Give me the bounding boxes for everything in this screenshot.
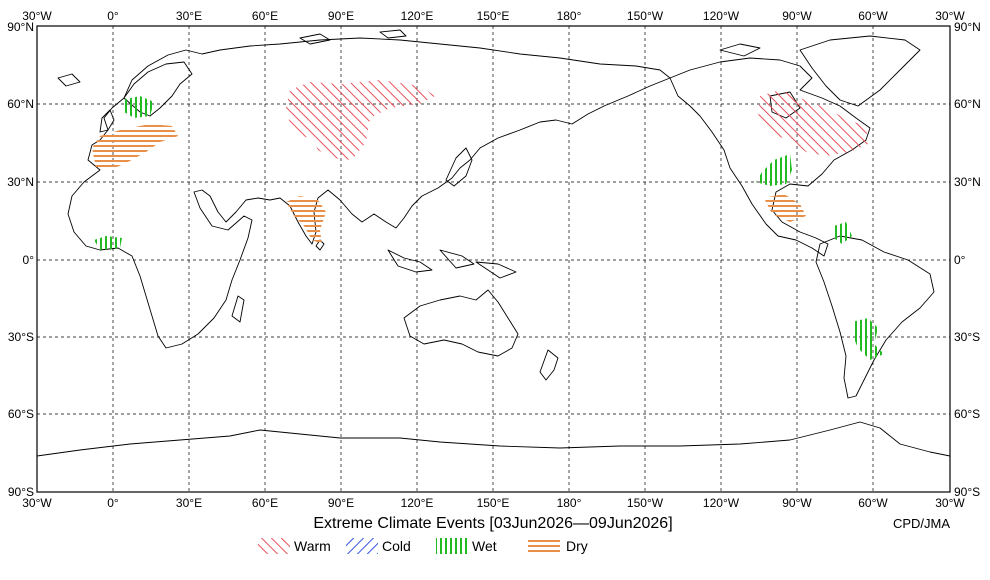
lon-label: 30°W [935, 9, 965, 23]
lon-label: 30°W [22, 9, 52, 23]
land-australia [403, 289, 519, 357]
lon-label: 150°E [477, 9, 510, 23]
lon-label: 120°W [703, 496, 740, 510]
lat-label: 30°N [7, 175, 34, 189]
lon-label: 0° [107, 496, 119, 510]
dry-region-mexico [764, 194, 806, 222]
lon-label: 120°W [703, 9, 740, 23]
wet-region-west-africa [94, 236, 122, 250]
land-japan [445, 147, 473, 187]
legend-cold: Cold [346, 538, 411, 554]
warm-region-siberia [286, 80, 435, 160]
lon-label: 60°W [858, 9, 888, 23]
lon-label: 120°E [401, 496, 434, 510]
legend-label-dry: Dry [566, 538, 588, 554]
event-regions [92, 80, 884, 360]
lon-label: 60°W [858, 496, 888, 510]
lon-label: 180° [557, 9, 582, 23]
lat-label: 30°S [954, 330, 980, 344]
legend-wet: Wet [436, 538, 497, 554]
lon-label: 60°E [252, 496, 278, 510]
land-sri-lanka [315, 239, 325, 251]
dry-region-europe [92, 124, 178, 170]
wet-region-south-america [852, 318, 884, 360]
map-credit: CPD/JMA [893, 516, 950, 531]
lat-label: 0° [954, 253, 966, 267]
lon-label: 150°W [627, 9, 664, 23]
lon-label: 30°W [935, 496, 965, 510]
wet-region-central-europe [122, 96, 154, 118]
lon-label: 90°E [328, 9, 354, 23]
lat-label: 60°S [954, 407, 980, 421]
land-iceland [57, 73, 81, 87]
latitude-labels-left: 90°N 60°N 30°N 0° 30°S 60°S 90°S [7, 20, 34, 499]
lat-label: 90°N [7, 20, 34, 34]
latitude-labels-right: 90°N 60°N 30°N 0° 30°S 60°S 90°S [954, 20, 981, 499]
land-south-america [815, 235, 935, 399]
lon-label: 0° [107, 9, 119, 23]
legend-label-cold: Cold [382, 538, 411, 554]
wet-region-colombia [834, 222, 852, 244]
legend-warm: Warm [258, 538, 331, 554]
lon-label: 30°E [176, 9, 202, 23]
lat-label: 30°N [954, 175, 981, 189]
longitude-labels-top: 30°W 0° 30°E 60°E 90°E 120°E 150°E 180° … [22, 9, 965, 23]
land-arctic-islands [299, 29, 761, 57]
wet-region-central-us [756, 154, 792, 186]
lon-label: 120°E [401, 9, 434, 23]
lat-label: 30°S [8, 330, 34, 344]
lat-label: 90°N [954, 20, 981, 34]
lat-label: 60°S [8, 407, 34, 421]
graticule [37, 26, 950, 492]
dry-region-india [286, 196, 326, 244]
legend: Warm Cold Wet Dry [258, 538, 588, 554]
legend-label-warm: Warm [294, 538, 331, 554]
legend-swatch-dry [528, 538, 560, 554]
lon-label: 90°W [782, 9, 812, 23]
lat-label: 90°S [8, 485, 34, 499]
legend-swatch-warm [258, 538, 290, 554]
map-title: Extreme Climate Events [03Jun2026—09Jun2… [313, 515, 672, 532]
lat-label: 60°N [954, 97, 981, 111]
legend-label-wet: Wet [472, 538, 497, 554]
lat-label: 90°S [954, 485, 980, 499]
lat-label: 60°N [7, 97, 34, 111]
land-indonesia [387, 249, 517, 279]
land-antarctica [36, 421, 951, 457]
legend-swatch-wet [436, 538, 468, 554]
lon-label: 180° [557, 496, 582, 510]
lon-label: 30°W [22, 496, 52, 510]
legend-dry: Dry [528, 538, 588, 554]
longitude-labels-bottom: 30°W 0° 30°E 60°E 90°E 120°E 150°E 180° … [22, 496, 965, 510]
warm-region-canada [758, 90, 868, 156]
lon-label: 90°W [782, 496, 812, 510]
land-new-zealand [539, 349, 559, 381]
legend-swatch-cold [346, 538, 378, 554]
lon-label: 90°E [328, 496, 354, 510]
lon-label: 30°E [176, 496, 202, 510]
land-britain [99, 109, 115, 133]
land-greenland [799, 35, 921, 107]
lon-label: 150°W [627, 496, 664, 510]
lat-label: 0° [23, 253, 35, 267]
map-frame [36, 25, 951, 493]
land-madagascar [231, 295, 245, 323]
lon-label: 60°E [252, 9, 278, 23]
lon-label: 150°E [477, 496, 510, 510]
land-eurasia-africa [67, 37, 671, 349]
